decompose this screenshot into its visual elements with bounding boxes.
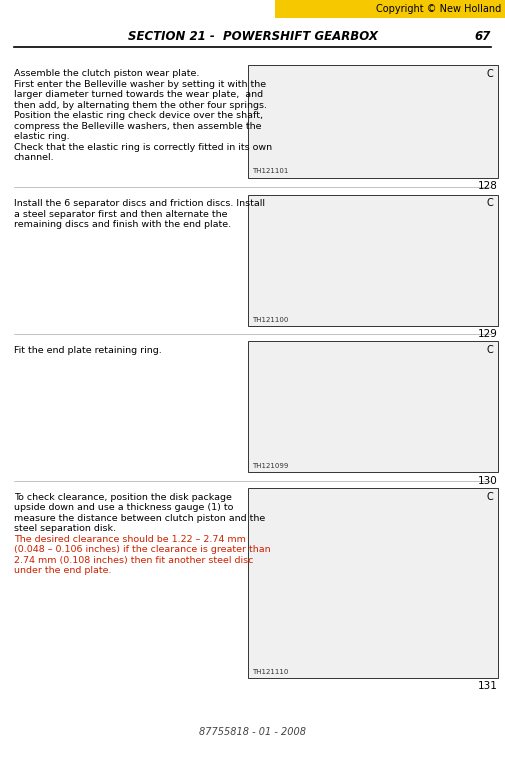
Text: under the end plate.: under the end plate.: [14, 566, 112, 575]
Text: larger diameter turned towards the wear plate,  and: larger diameter turned towards the wear …: [14, 90, 263, 100]
Text: The desired clearance should be 1.22 – 2.74 mm: The desired clearance should be 1.22 – 2…: [14, 534, 246, 543]
Text: C: C: [486, 492, 493, 502]
Bar: [275, 0, 505, 18]
Bar: [248, 195, 498, 326]
Text: TH121101: TH121101: [252, 168, 289, 174]
Text: 131: 131: [478, 681, 498, 691]
Text: TH121099: TH121099: [252, 463, 289, 469]
Text: (0.048 – 0.106 inches) if the clearance is greater than: (0.048 – 0.106 inches) if the clearance …: [14, 545, 271, 554]
Text: elastic ring.: elastic ring.: [14, 133, 70, 141]
Text: 130: 130: [478, 476, 498, 486]
Text: upside down and use a thickness gauge (1) to: upside down and use a thickness gauge (1…: [14, 503, 233, 512]
Text: C: C: [486, 69, 493, 79]
Text: then add, by alternating them the other four springs.: then add, by alternating them the other …: [14, 101, 267, 110]
Text: TH121100: TH121100: [252, 317, 289, 323]
Text: To check clearance, position the disk package: To check clearance, position the disk pa…: [14, 493, 232, 502]
Text: 128: 128: [478, 181, 498, 191]
Text: 87755818 - 01 - 2008: 87755818 - 01 - 2008: [199, 727, 306, 737]
Text: channel.: channel.: [14, 154, 55, 162]
Text: steel separation disk.: steel separation disk.: [14, 524, 116, 533]
Bar: [248, 488, 498, 678]
Text: Assemble the clutch piston wear plate.: Assemble the clutch piston wear plate.: [14, 69, 199, 79]
Text: 129: 129: [478, 329, 498, 339]
Text: 2.74 mm (0.108 inches) then fit another steel disc: 2.74 mm (0.108 inches) then fit another …: [14, 556, 254, 564]
Text: SECTION 21 -  POWERSHIFT GEARBOX: SECTION 21 - POWERSHIFT GEARBOX: [128, 29, 377, 42]
Text: measure the distance between clutch piston and the: measure the distance between clutch pist…: [14, 513, 265, 523]
Text: compress the Belleville washers, then assemble the: compress the Belleville washers, then as…: [14, 122, 262, 131]
Text: Install the 6 separator discs and friction discs. Install: Install the 6 separator discs and fricti…: [14, 199, 265, 208]
Text: Check that the elastic ring is correctly fitted in its own: Check that the elastic ring is correctly…: [14, 143, 272, 152]
Text: a steel separator first and then alternate the: a steel separator first and then alterna…: [14, 210, 227, 218]
Text: C: C: [486, 198, 493, 208]
Bar: [248, 65, 498, 178]
Text: 67: 67: [475, 29, 491, 42]
Text: Position the elastic ring check device over the shaft,: Position the elastic ring check device o…: [14, 111, 263, 120]
Text: First enter the Belleville washer by setting it with the: First enter the Belleville washer by set…: [14, 80, 266, 89]
Text: C: C: [486, 345, 493, 355]
Bar: [248, 341, 498, 472]
Text: Copyright © New Holland: Copyright © New Holland: [376, 4, 501, 14]
Text: TH121110: TH121110: [252, 669, 289, 675]
Text: remaining discs and finish with the end plate.: remaining discs and finish with the end …: [14, 220, 231, 229]
Text: Fit the end plate retaining ring.: Fit the end plate retaining ring.: [14, 346, 162, 355]
